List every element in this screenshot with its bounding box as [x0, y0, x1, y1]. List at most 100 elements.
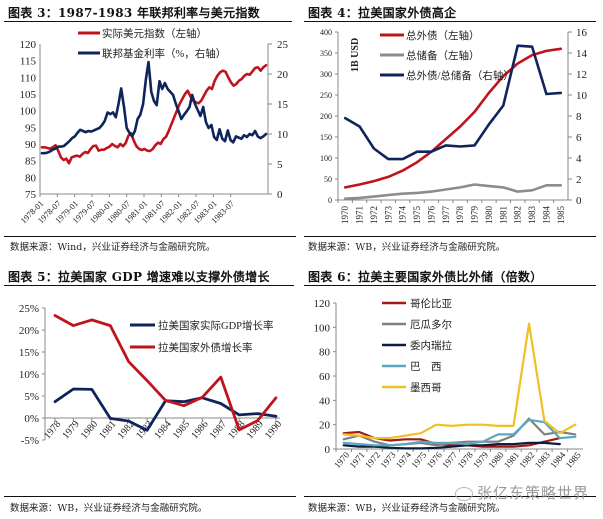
x-tick-label: 1979 — [471, 449, 491, 470]
x-tick-label: 1972 — [363, 450, 382, 470]
y-tick-label: 20 — [319, 420, 331, 432]
legend-label: 哥伦比亚 — [410, 297, 452, 310]
y-tick-label: 20% — [19, 325, 39, 337]
source-note-3: 数据来源：Wind，兴业证券经济与金融研究院。 — [10, 242, 216, 253]
y-tick-label-right: 12 — [576, 69, 587, 81]
x-tick-label: 1984 — [548, 449, 568, 470]
y-tick-label-left: 85 — [25, 156, 37, 168]
x-tick-label: 1985 — [556, 206, 566, 225]
y-tick-label: 0% — [24, 413, 39, 425]
source-divider — [304, 236, 596, 237]
unit-label: 1B USD — [350, 38, 361, 72]
x-tick-label: 1975 — [412, 206, 422, 225]
y-tick-label: 40 — [319, 395, 331, 407]
legend-label: 委内瑞拉 — [410, 339, 452, 352]
x-tick-label: 1979 — [60, 419, 81, 441]
y-tick-label-right: 8 — [576, 111, 582, 123]
x-tick-label: 1980 — [486, 449, 506, 470]
x-tick-label: 1985 — [171, 419, 192, 441]
x-tick-label: 1977 — [440, 449, 460, 470]
legend-label: 拉美国家外债增长率 — [158, 341, 253, 354]
series-line-brazil — [342, 418, 577, 447]
x-tick-label: 1981 — [97, 419, 118, 441]
legend-label: 总外债/总储备（右轴） — [406, 69, 514, 82]
y-tick-label-left: 100 — [20, 106, 37, 118]
y-tick-label-right: 15 — [277, 99, 289, 111]
x-tick-label: 1990 — [263, 419, 284, 441]
y-tick-label-left: 250 — [320, 91, 332, 100]
source-note-5: 数据来源：WB，兴业证券经济与金融研究院。 — [10, 503, 208, 514]
y-tick-label-left: 150 — [320, 133, 332, 142]
title-divider — [4, 21, 292, 22]
y-tick-label: 0 — [325, 444, 331, 456]
source-note-4: 数据来源：WB，兴业证券经济与金融研究院。 — [308, 242, 506, 253]
x-tick-label: 1979 — [470, 206, 480, 225]
series-line-mexico — [342, 322, 577, 440]
title-divider — [304, 285, 596, 286]
y-tick-label-right: 25 — [277, 39, 289, 51]
watermark: 张亿东策略世界 — [455, 482, 589, 503]
panel-title-6: 图表 6：拉美主要国家外债比外储（倍数） — [308, 270, 543, 284]
source-divider — [4, 236, 296, 237]
x-tick-label: 1983 — [527, 206, 537, 225]
y-tick-label-right: 2 — [576, 174, 582, 186]
title-divider — [4, 285, 294, 286]
series-line-venezuela — [342, 441, 561, 450]
watermark-text: 张亿东策略世界 — [477, 484, 590, 502]
legend-label: 墨西哥 — [410, 382, 442, 394]
y-tick-label-left: 400 — [320, 28, 332, 37]
y-tick-label: 5% — [24, 391, 39, 403]
y-tick-label-right: 4 — [576, 153, 582, 165]
y-tick-label: 15% — [19, 347, 39, 359]
legend-label: 总外债（左轴） — [406, 29, 480, 42]
x-tick-label: 1982 — [517, 450, 536, 470]
x-tick-label: 1981 — [502, 450, 521, 470]
y-tick-label-left: 0 — [328, 196, 332, 205]
y-tick-label-left: 100 — [320, 154, 332, 163]
x-tick-label: 1971 — [347, 450, 366, 470]
y-tick-label-left: 110 — [20, 72, 37, 84]
y-tick-label-left: 300 — [320, 70, 332, 79]
series-line-debt-to-reserves — [343, 44, 563, 161]
y-tick-label: 80 — [319, 347, 331, 359]
x-tick-label: 1984 — [153, 419, 174, 441]
x-tick-label: 1978 — [455, 206, 465, 225]
y-tick-label: 60 — [319, 371, 331, 383]
series-line-debt-growth — [53, 314, 278, 432]
y-tick-label: 25% — [19, 303, 39, 315]
x-tick-label: 1978 — [456, 449, 476, 470]
source-divider — [304, 496, 596, 497]
series-line-fed-rate — [40, 60, 268, 155]
x-tick-label: 1973 — [378, 449, 398, 470]
y-tick-label-right: 10 — [277, 129, 289, 141]
x-tick-label: 1970 — [340, 206, 350, 225]
y-tick-label: -5% — [21, 435, 39, 447]
x-tick-label: 1981 — [498, 206, 508, 224]
y-tick-label-left: 350 — [320, 49, 332, 58]
x-tick-label: 1973 — [383, 206, 393, 225]
source-note-6: 数据来源：WB，兴业证券经济与金融研究院。 — [308, 503, 506, 514]
title-divider — [304, 21, 596, 22]
x-tick-label: 1975 — [409, 449, 429, 470]
x-tick-label: 1984 — [541, 206, 551, 225]
y-tick-label-left: 200 — [320, 112, 332, 121]
y-tick-label-right: 0 — [277, 189, 283, 201]
y-tick-label-right: 20 — [277, 69, 289, 81]
x-tick-label: 1976 — [425, 449, 445, 470]
y-tick-label-right: 10 — [576, 90, 588, 102]
y-tick-label-right: 5 — [277, 159, 283, 171]
legend-label: 总储备（左轴） — [406, 49, 480, 62]
legend-label: 拉美国家实际GDP增长率 — [158, 319, 274, 332]
y-tick-label-right: 6 — [576, 132, 582, 144]
y-tick-label: 100 — [314, 322, 331, 334]
legend-label: 联邦基金利率（%，右轴） — [102, 47, 226, 60]
y-tick-label: 120 — [314, 298, 331, 310]
x-tick-label: 1972 — [369, 206, 379, 224]
chart-external-debt: 0 50 100 150 200 250 300 350 400 0 2 4 6 8 10 12 14 16 197… — [320, 27, 588, 225]
x-tick-label: 1987 — [208, 419, 229, 441]
x-tick-label: 1980 — [484, 206, 494, 225]
y-tick-label-left: 50 — [324, 175, 332, 184]
y-tick-label-left: 105 — [20, 89, 37, 101]
series-line-total-debt — [343, 47, 563, 189]
y-tick-label-right: 14 — [576, 48, 588, 60]
